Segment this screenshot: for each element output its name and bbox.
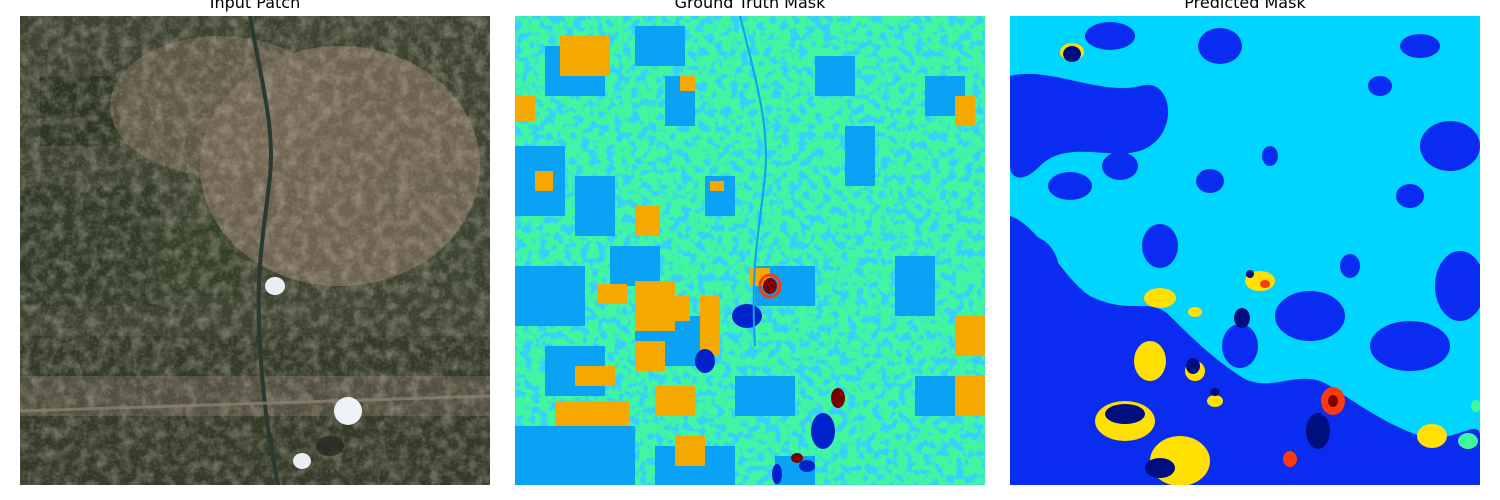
ground-truth-mask (515, 16, 985, 485)
predicted-mask-panel: Predicted Mask (1010, 0, 1480, 500)
predicted-mask (1010, 16, 1480, 485)
ground-truth-panel: Ground Truth Mask (515, 0, 985, 500)
input-patch-title: Input Patch (209, 0, 301, 12)
predicted-segmentation (1010, 16, 1480, 485)
ground-truth-title: Ground Truth Mask (674, 0, 826, 12)
predicted-mask-title: Predicted Mask (1184, 0, 1306, 12)
input-patch-image (20, 16, 490, 485)
ground-truth-segmentation (515, 16, 985, 485)
satellite-image (20, 16, 490, 485)
input-patch-panel: Input Patch (20, 0, 490, 500)
